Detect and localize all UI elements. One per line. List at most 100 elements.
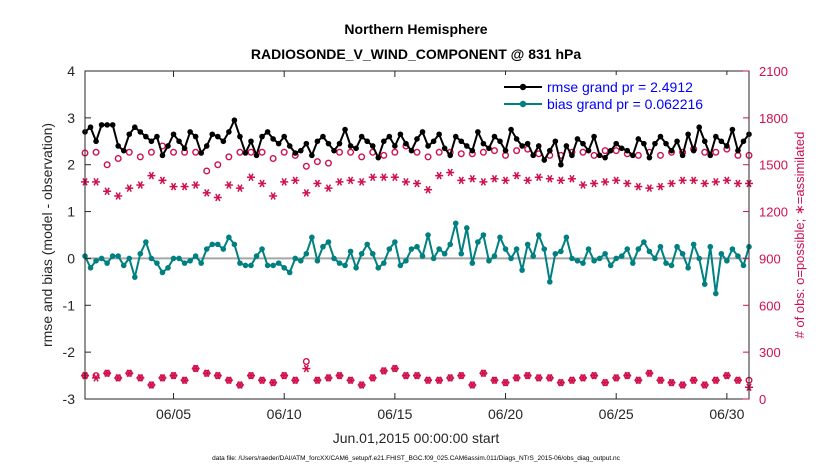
bias-point [707,243,714,250]
bias-point [176,255,182,262]
obs-assimilated-bottom-point [125,369,134,378]
obs-assimilated-bottom-point [346,376,355,385]
rmse-point [281,133,288,140]
rmse-point [652,140,658,147]
rmse-point [613,140,619,147]
bias-point [226,234,232,241]
bias-point [585,246,592,252]
obs-assimilated-bottom-point [235,381,244,389]
obs-possible-point [391,148,399,156]
bias-point [657,243,664,250]
rmse-point [541,157,548,163]
bias-point [381,260,387,266]
footnote: data file: /Users/raeder/DAI/ATM_forcXX/… [212,455,621,462]
rmse-point [104,122,110,128]
bias-point [320,243,326,250]
y-axis-label: rmse and bias (model - observation) [39,123,55,347]
legend-box [500,75,746,113]
rmse-point [148,138,155,145]
bias-point [425,232,431,238]
rmse-point [309,152,315,159]
obs-possible-point [358,153,366,161]
y-right-tick-label: 900 [759,251,781,266]
bias-point [275,260,282,266]
bias-point [513,246,520,252]
rmse-point [231,117,238,123]
bias-point [414,243,420,250]
obs-assimilated-bottom-point [612,374,621,382]
rmse-point [624,147,631,154]
bias-point [630,260,636,266]
bias-point [674,243,680,250]
axes-frame [84,70,750,400]
bias-point [558,248,564,255]
obs-assimilated-bottom-point [700,381,709,389]
rmse-point [414,136,420,142]
bias-point [270,262,276,269]
bias-point [430,255,437,262]
rmse-point [342,126,348,133]
rmse-point [215,133,221,140]
rmse-point [403,140,409,147]
obs-possible-point [225,153,233,161]
bias-point [641,239,647,245]
obs-assimilated-bottom-point [191,364,200,373]
obs-assimilated-point [689,176,698,185]
bias-point [209,241,216,248]
bias-point [192,253,199,259]
obs-possible-point [247,148,255,156]
y-axis-label-right: # of obs: o=possible; ∗=assimilated [792,132,807,339]
rmse-point [292,150,299,156]
obs-assimilated-bottom-point [733,376,742,385]
rmse-point [242,150,249,156]
obs-assimilated-bottom-point [390,364,399,373]
rmse-point [303,140,310,147]
obs-assimilated-bottom-point [457,371,466,380]
obs-assimilated-point [534,173,543,182]
obs-assimilated-bottom-point [136,374,145,382]
obs-assimilated-point [612,176,621,185]
obs-possible-point [701,148,709,156]
rmse-point [657,133,664,140]
rmse-point [314,138,321,145]
rmse-point [159,152,166,159]
rmse-point [375,154,382,161]
rmse-point [126,131,133,138]
obs-assimilated-point [379,173,388,182]
obs-assimilated-bottom-point [623,371,632,380]
obs-assimilated-point [722,176,731,185]
obs-assimilated-point [501,176,510,185]
obs-assimilated-bottom-point [534,374,543,382]
rmse-point [591,133,597,140]
obs-possible-point [579,148,587,156]
obs-assimilated-bottom-point [335,371,344,380]
y-right-tick-label: 1500 [759,158,788,173]
bias-point [325,239,332,245]
bias-point [148,255,155,262]
rmse-point [569,152,575,159]
rmse-point [270,136,276,142]
obs-assimilated-point [545,174,554,183]
obs-assimilated-bottom-point [567,376,576,385]
bias-point [303,250,310,257]
obs-assimilated-point [202,188,211,197]
rmse-point [713,133,719,140]
obs-possible-point [413,148,421,156]
legend-rmse-label: rmse grand pr = 2.4912 [547,79,693,95]
rmse-point [552,138,559,145]
obs-assimilated-point [302,188,311,197]
rmse-point [458,138,465,145]
y-right-tick-label: 1200 [759,205,788,220]
y-tick-label: -3 [63,391,76,407]
obs-possible-point [214,161,222,169]
rmse-point [452,133,459,140]
obs-assimilated-point [700,179,709,188]
bias-point [154,260,160,266]
obs-possible-point [313,158,321,166]
obs-assimilated-point [579,181,587,189]
rmse-point [220,138,227,145]
obs-possible-point [136,153,144,161]
obs-assimilated-point [213,193,222,202]
rmse-point [226,129,232,135]
y-tick-label: -1 [63,297,76,313]
